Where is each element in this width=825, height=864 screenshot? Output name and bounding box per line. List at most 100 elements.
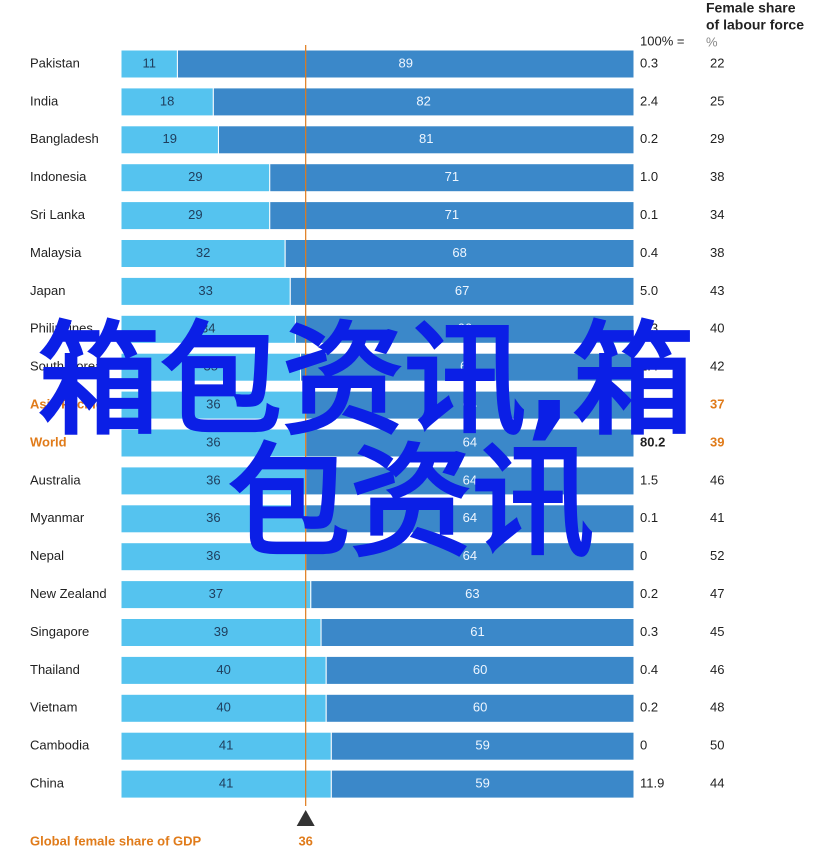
category-label: Myanmar <box>30 510 85 525</box>
bar-segment <box>320 618 635 647</box>
bar-segment <box>305 390 635 420</box>
bar-value-label: 65 <box>460 359 474 374</box>
reference-marker <box>296 810 315 826</box>
bar-value-label: 67 <box>455 283 469 298</box>
bar-segment <box>176 49 635 79</box>
total-label: 0.1 <box>640 207 658 222</box>
bar-value-label: 64 <box>463 397 477 412</box>
bar-value-label: 37 <box>209 586 223 601</box>
total-label: 26.8 <box>640 397 665 412</box>
category-label: Nepal <box>30 548 64 563</box>
total-label: 1.5 <box>640 472 658 487</box>
bar-segment <box>330 731 635 761</box>
total-label: 0.3 <box>640 55 658 70</box>
labour-label: 42 <box>710 359 724 374</box>
bar-value-label: 36 <box>206 510 220 525</box>
bar-value-label: 19 <box>163 131 177 146</box>
bar-segment <box>305 542 635 572</box>
total-label: 0.2 <box>640 700 658 715</box>
bar-value-label: 60 <box>473 662 487 677</box>
total-label: 80.2 <box>640 434 665 449</box>
bar-segment <box>120 390 307 420</box>
bar-value-label: 63 <box>465 586 479 601</box>
bar-segment <box>310 580 635 610</box>
labour-label: 41 <box>710 510 724 525</box>
bar-segment <box>269 201 635 231</box>
bar-segment <box>120 125 219 155</box>
total-label: 0 <box>640 548 647 563</box>
bar-segment <box>212 87 635 117</box>
bar-value-label: 33 <box>198 283 212 298</box>
category-label: World <box>30 434 67 449</box>
bar-value-label: 64 <box>463 472 477 487</box>
labour-label: 39 <box>710 434 724 449</box>
category-label: Vietnam <box>30 700 77 715</box>
bar-segment <box>305 428 635 458</box>
bar-segment <box>120 466 307 496</box>
labour-label: 34 <box>710 207 724 222</box>
bar-segment <box>120 201 271 231</box>
category-label: New Zealand <box>30 586 107 601</box>
bar-segment <box>120 693 327 723</box>
labour-label: 25 <box>710 93 724 108</box>
total-label: 2.4 <box>640 93 658 108</box>
bar-value-label: 59 <box>475 738 489 753</box>
reference-value: 36 <box>298 833 312 848</box>
labour-label: 47 <box>710 586 724 601</box>
labour-label: 46 <box>710 472 724 487</box>
labour-label: 37 <box>710 397 724 412</box>
watermark: 包资讯 <box>228 432 594 574</box>
bar-segment <box>120 314 296 344</box>
bar-value-label: 81 <box>419 131 433 146</box>
bar-segment <box>289 276 635 306</box>
category-label: South Korea <box>30 359 103 374</box>
reference-label: Global female share of GDP <box>30 833 202 848</box>
bar-value-label: 41 <box>219 738 233 753</box>
labour-label: 40 <box>710 321 724 336</box>
labour-label: 46 <box>710 662 724 677</box>
category-label: Asia Pacific <box>30 397 103 412</box>
bar-value-label: 59 <box>475 776 489 791</box>
total-label: 1.0 <box>640 169 658 184</box>
bar-segment <box>120 504 307 534</box>
bar-segment <box>120 49 178 79</box>
category-label: Indonesia <box>30 169 87 184</box>
bar-segment <box>325 655 635 685</box>
bar-segment <box>120 163 271 193</box>
bar-value-label: 11 <box>142 55 156 70</box>
bar-segment <box>120 769 332 799</box>
labour-header: of labour force <box>706 17 804 33</box>
total-label: 0.4 <box>640 662 658 677</box>
category-label: Malaysia <box>30 245 82 260</box>
bar-segment <box>120 731 332 761</box>
labour-unit: % <box>706 34 718 49</box>
bar-segment <box>269 163 635 193</box>
total-label: 11.9 <box>640 776 664 791</box>
bar-value-label: 89 <box>398 55 412 70</box>
labour-label: 22 <box>710 55 724 70</box>
category-label: China <box>30 776 65 791</box>
bar-value-label: 68 <box>452 245 466 260</box>
category-label: Japan <box>30 283 65 298</box>
bar-segment <box>217 125 635 155</box>
bar-value-label: 41 <box>219 776 233 791</box>
category-label: India <box>30 93 59 108</box>
bar-segment <box>120 276 291 306</box>
bar-value-label: 66 <box>457 321 471 336</box>
total-label: 1.4 <box>640 359 658 374</box>
total-label: 0.2 <box>640 586 658 601</box>
bar-value-label: 82 <box>416 93 430 108</box>
category-label: Pakistan <box>30 55 80 70</box>
bar-value-label: 71 <box>445 207 459 222</box>
labour-label: 48 <box>710 700 724 715</box>
bar-segment <box>305 466 635 496</box>
category-label: Sri Lanka <box>30 207 86 222</box>
bar-value-label: 32 <box>196 245 210 260</box>
total-label: 0.3 <box>640 624 658 639</box>
bar-value-label: 40 <box>216 700 230 715</box>
total-label: 5.0 <box>640 283 658 298</box>
category-label: Australia <box>30 472 81 487</box>
bar-value-label: 34 <box>201 321 215 336</box>
labour-label: 50 <box>710 738 724 753</box>
